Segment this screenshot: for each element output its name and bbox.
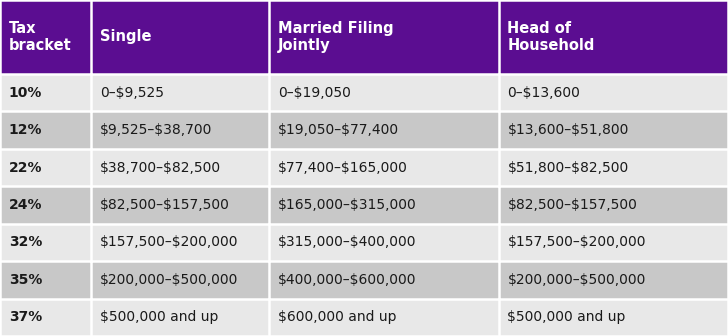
Bar [499,149,728,186]
Bar [91,149,269,186]
Text: \$600,000 and up: \$600,000 and up [278,310,397,324]
Bar [91,0,269,74]
Text: 24%: 24% [9,198,42,212]
Text: \$200,000–\$500,000: \$200,000–\$500,000 [100,273,238,287]
Text: 0–\$13,600: 0–\$13,600 [507,86,580,100]
Bar [499,186,728,224]
Text: 22%: 22% [9,161,42,174]
Text: 35%: 35% [9,273,42,287]
Text: \$82,500–\$157,500: \$82,500–\$157,500 [100,198,229,212]
Text: 0–\$19,050: 0–\$19,050 [278,86,351,100]
Text: \$165,000–\$315,000: \$165,000–\$315,000 [278,198,417,212]
Bar [269,0,499,74]
Bar [91,224,269,261]
Text: \$200,000–\$500,000: \$200,000–\$500,000 [507,273,646,287]
Bar [91,261,269,299]
Bar [499,261,728,299]
Bar [269,299,499,336]
Bar [0,299,91,336]
Text: Head of
Household: Head of Household [507,21,595,53]
Bar [499,299,728,336]
Bar [499,74,728,111]
Text: \$77,400–\$165,000: \$77,400–\$165,000 [278,161,408,174]
Text: 32%: 32% [9,236,42,249]
Bar [499,0,728,74]
Bar [269,111,499,149]
Text: \$157,500–\$200,000: \$157,500–\$200,000 [100,236,238,249]
Text: Tax
bracket: Tax bracket [9,21,71,53]
Bar [269,224,499,261]
Text: \$500,000 and up: \$500,000 and up [100,310,218,324]
Text: \$315,000–\$400,000: \$315,000–\$400,000 [278,236,416,249]
Text: \$19,050–\$77,400: \$19,050–\$77,400 [278,123,399,137]
Bar [91,186,269,224]
Text: \$157,500–\$200,000: \$157,500–\$200,000 [507,236,646,249]
Bar [0,224,91,261]
Bar [499,224,728,261]
Text: \$400,000–\$600,000: \$400,000–\$600,000 [278,273,416,287]
Bar [0,74,91,111]
Text: \$38,700–\$82,500: \$38,700–\$82,500 [100,161,221,174]
Bar [0,261,91,299]
Bar [269,261,499,299]
Bar [0,149,91,186]
Bar [269,74,499,111]
Text: 10%: 10% [9,86,42,100]
Bar [0,0,91,74]
Text: Single: Single [100,30,151,44]
Bar [269,186,499,224]
Text: \$9,525–\$38,700: \$9,525–\$38,700 [100,123,212,137]
Text: \$500,000 and up: \$500,000 and up [507,310,626,324]
Bar [0,111,91,149]
Bar [91,299,269,336]
Bar [91,74,269,111]
Bar [499,111,728,149]
Text: \$13,600–\$51,800: \$13,600–\$51,800 [507,123,629,137]
Text: \$51,800–\$82,500: \$51,800–\$82,500 [507,161,629,174]
Bar [91,111,269,149]
Bar [0,186,91,224]
Bar [269,149,499,186]
Text: 12%: 12% [9,123,42,137]
Text: 0–\$9,525: 0–\$9,525 [100,86,164,100]
Text: \$82,500–\$157,500: \$82,500–\$157,500 [507,198,637,212]
Text: Married Filing
Jointly: Married Filing Jointly [278,21,394,53]
Text: 37%: 37% [9,310,42,324]
